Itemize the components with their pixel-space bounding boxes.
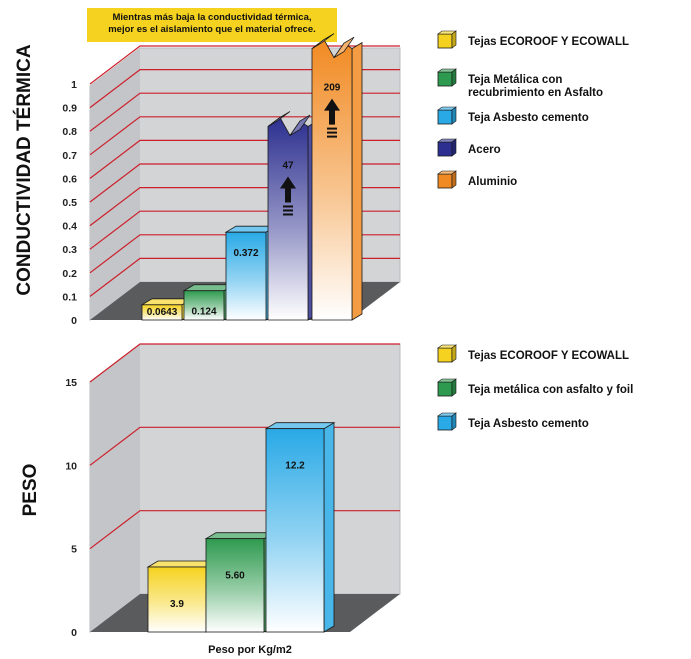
legend-label: Teja Metálica con (468, 74, 562, 86)
bar-front (267, 116, 309, 321)
legend-swatch (437, 173, 453, 189)
y-tick-label: 1 (71, 79, 77, 91)
legend-swatch (437, 415, 453, 431)
legend-swatch-side (451, 378, 457, 397)
arrow-tail-mark (327, 135, 337, 138)
arrow-tail-mark (283, 205, 293, 208)
chart-side-wall (90, 48, 140, 320)
bar: 5.60 (204, 531, 276, 633)
arrow-tail-mark (283, 213, 293, 216)
bar-front (147, 566, 207, 633)
y-tick-label: 0.1 (62, 291, 77, 303)
legend-swatch-side (451, 138, 457, 157)
legend-item: Tejas ECOROOF Y ECOWALL (437, 344, 629, 363)
legend-swatch-side (451, 68, 457, 87)
y-tick-label: 0.7 (62, 150, 77, 162)
legend-item: Tejas ECOROOF Y ECOWALL (437, 30, 629, 49)
y-tick-label: 0.3 (62, 244, 77, 256)
bar-value-label: 209 (324, 83, 341, 94)
bar-front (183, 290, 225, 321)
legend-label: recubrimiento en Asfalto (468, 87, 603, 99)
chart-note: Mientras más baja la conductividad térmi… (87, 8, 337, 42)
bar-value-label: 5.60 (225, 571, 245, 582)
arrow-tail-mark (327, 127, 337, 130)
bar-top (333, 36, 355, 58)
conductivity-legend: Tejas ECOROOF Y ECOWALL Teja Metálica con… (437, 30, 629, 189)
weight-chart: 0 5 10 15 PESO 3.9 5.60 12.2 Peso por Kg/m2 (20, 343, 401, 656)
bar-front (225, 231, 267, 321)
y-tick-label: 5 (71, 544, 77, 556)
chart-note-line-2: mejor es el aislamiento que el material … (108, 24, 316, 35)
legend-swatch-side (451, 30, 457, 49)
y-tick-label: 10 (65, 460, 77, 472)
bar-front (265, 428, 325, 633)
legend-swatch (437, 141, 453, 157)
chart-side-wall (90, 344, 140, 632)
bar-value-label: 0.0643 (147, 307, 178, 318)
up-arrow-icon (280, 176, 296, 203)
legend-label: Teja metálica con asfalto y foil (468, 384, 633, 396)
legend-label: Teja Asbesto cemento (468, 418, 589, 430)
conductivity-chart: 0 0.1 0.2 0.3 0.4 0.5 0.6 0.7 0.8 0.9 1 CONDUCTIVID… (13, 33, 401, 327)
bar-front (205, 538, 265, 633)
legend-item: Teja Asbesto cemento (437, 106, 589, 125)
x-axis-title: Peso por Kg/m2 (208, 644, 292, 656)
bar: 209 (311, 33, 363, 321)
legend-item: Teja metálica con asfalto y foil (437, 378, 633, 397)
bar-value-label: 0.124 (191, 307, 216, 318)
bar-top (267, 111, 291, 127)
legend-label: Acero (468, 144, 501, 156)
legend-swatch (437, 109, 453, 125)
bar: 12.2 (264, 421, 336, 633)
y-axis-title: CONDUCTIVIDAD TÉRMICA (13, 44, 35, 295)
legend-swatch (437, 71, 453, 87)
bar-top (289, 114, 311, 136)
bar-top (311, 33, 335, 49)
y-tick-label: 0.8 (62, 126, 77, 138)
bar: 47 (267, 111, 319, 321)
arrow-tail-mark (327, 131, 337, 134)
bar-top (204, 532, 276, 540)
legend-label: Tejas ECOROOF Y ECOWALL (468, 350, 629, 362)
bar-top (264, 422, 336, 430)
bar-side (351, 41, 363, 321)
y-tick-label: 0.6 (62, 173, 77, 185)
y-tick-label: 0 (71, 627, 77, 639)
gridline (89, 343, 400, 383)
y-axis-title: PESO (20, 464, 41, 517)
y-tick-label: 0.2 (62, 268, 77, 280)
chart-note-line-1: Mientras más baja la conductividad térmi… (112, 12, 312, 23)
bar-value-label: 3.9 (170, 599, 184, 610)
arrow-tail-mark (283, 209, 293, 212)
y-tick-label: 0.5 (62, 197, 77, 209)
legend-label: Teja Asbesto cemento (468, 112, 589, 124)
bar-side (323, 421, 335, 633)
legend-swatch (437, 347, 453, 363)
legend-swatch-side (451, 412, 457, 431)
up-arrow-icon (324, 98, 340, 125)
bar-value-label: 0.372 (233, 248, 258, 259)
bar-front (141, 304, 183, 321)
legend-item: Acero (437, 138, 501, 157)
legend-item: Teja Asbesto cemento (437, 412, 589, 431)
y-tick-label: 0.9 (62, 103, 77, 115)
legend-swatch (437, 33, 453, 49)
legend-item: Aluminio (437, 170, 517, 189)
legend-label: Tejas ECOROOF Y ECOWALL (468, 36, 629, 48)
legend-swatch (437, 381, 453, 397)
legend-swatch-side (451, 170, 457, 189)
weight-legend: Tejas ECOROOF Y ECOWALL Teja metálica con… (437, 344, 633, 431)
gridline (89, 45, 400, 85)
legend-label: Aluminio (468, 176, 517, 188)
bar-value-label: 47 (282, 160, 294, 171)
legend-swatch-side (451, 106, 457, 125)
y-tick-label: 15 (65, 377, 77, 389)
y-tick-label: 0.4 (62, 221, 77, 233)
y-tick-label: 0 (71, 315, 77, 327)
bar-value-label: 12.2 (285, 461, 305, 472)
legend-swatch-side (451, 344, 457, 363)
